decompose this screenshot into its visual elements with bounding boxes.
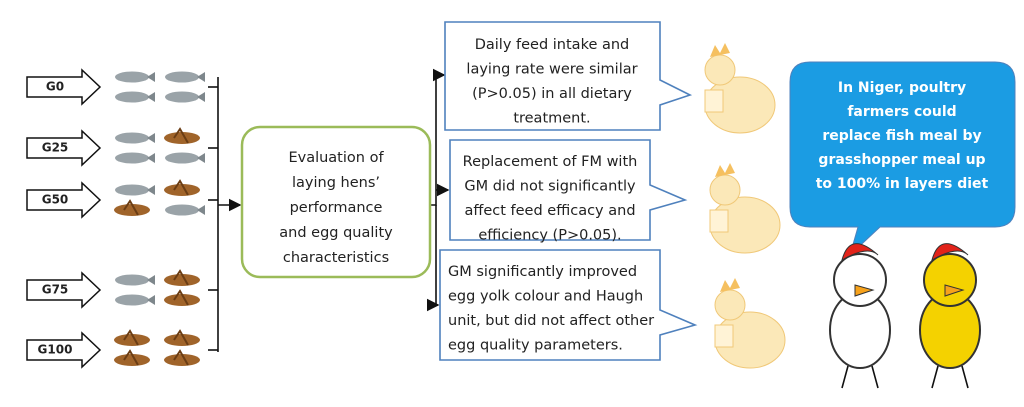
input-arrow	[26, 271, 102, 309]
conclusion-text: grasshopper meal up	[818, 152, 985, 168]
fish-tail	[197, 153, 205, 163]
conclusion-text: to 100% in layers diet	[816, 176, 989, 192]
rooster-legs	[931, 365, 969, 389]
fish-tail	[147, 185, 155, 195]
fish-icon	[165, 71, 199, 83]
hen-head	[704, 54, 736, 86]
rooster-comb	[931, 243, 969, 262]
fish-icon	[115, 274, 149, 286]
finding-box	[449, 139, 688, 241]
rooster-legs	[841, 365, 879, 389]
rooster-head	[923, 253, 977, 307]
fish-icon	[115, 132, 149, 144]
hen-head	[709, 174, 741, 206]
arrow	[426, 205, 440, 312]
input-arrow	[26, 181, 102, 219]
grasshopper-icon	[114, 204, 150, 216]
grasshopper-icon	[164, 354, 200, 366]
grasshopper-leg	[173, 329, 189, 346]
fish-icon	[165, 204, 199, 216]
grasshopper-leg	[173, 289, 189, 306]
hen-comb	[715, 163, 735, 177]
center-text: Evaluation of	[288, 150, 384, 166]
finding-text: GM significantly improved	[448, 264, 637, 280]
rooster-beak	[944, 284, 965, 297]
grasshopper-icon	[114, 334, 150, 346]
conclusion-text: replace fish meal by	[822, 128, 981, 144]
grasshopper-icon	[164, 334, 200, 346]
grasshopper-leg	[123, 329, 139, 346]
grasshopper-leg	[173, 349, 189, 366]
input-arrow	[26, 331, 102, 369]
center-text: and egg quality	[279, 225, 393, 241]
conclusion-text: In Niger, poultry	[838, 80, 966, 96]
center-text: laying hens’	[292, 175, 380, 191]
hen-sign	[714, 324, 734, 348]
fish-icon	[115, 294, 149, 306]
fish-tail	[147, 275, 155, 285]
grasshopper-leg	[173, 127, 189, 144]
input-label: G0	[46, 80, 64, 94]
fish-tail	[147, 92, 155, 102]
finding-text: (P>0.05) in all dietary	[472, 86, 632, 102]
finding-text: affect feed efficacy and	[464, 203, 635, 219]
hen-comb	[710, 43, 730, 57]
fish-icon	[165, 91, 199, 103]
input-arrow	[26, 68, 102, 106]
input-label: G50	[42, 193, 69, 207]
grasshopper-icon	[164, 184, 200, 196]
fish-tail	[147, 72, 155, 82]
input-label: G75	[42, 283, 69, 297]
hen-sign	[709, 209, 729, 233]
conclusion-bubble	[789, 61, 1016, 257]
finding-box	[439, 249, 698, 361]
center-box	[240, 125, 432, 279]
grasshopper-icon	[164, 274, 200, 286]
finding-text: egg quality parameters.	[448, 338, 623, 354]
grasshopper-icon	[114, 354, 150, 366]
rooster-beak	[854, 284, 875, 297]
finding-text: unit, but did not affect other	[448, 313, 654, 329]
hen-comb	[720, 278, 740, 292]
arrow	[430, 68, 446, 206]
finding-text: laying rate were similar	[466, 62, 637, 78]
hen-sign	[704, 89, 724, 113]
finding-text: egg yolk colour and Haugh	[448, 289, 643, 305]
fish-icon	[115, 184, 149, 196]
fish-icon	[115, 152, 149, 164]
fish-tail	[147, 133, 155, 143]
input-label: G100	[38, 343, 73, 357]
hen-head	[714, 289, 746, 321]
grasshopper-leg	[123, 199, 139, 216]
conclusion-text: farmers could	[847, 104, 956, 120]
grasshopper-icon	[164, 294, 200, 306]
fish-tail	[197, 205, 205, 215]
finding-text: GM did not significantly	[464, 179, 636, 195]
grasshopper-leg	[173, 179, 189, 196]
input-label: G25	[42, 141, 69, 155]
input-arrow	[26, 129, 102, 167]
finding-text: efficiency (P>0.05).	[478, 228, 621, 244]
fish-icon	[115, 71, 149, 83]
fish-tail	[197, 92, 205, 102]
grasshopper-icon	[164, 132, 200, 144]
fish-tail	[147, 295, 155, 305]
rooster-comb	[841, 243, 879, 262]
fish-icon	[115, 91, 149, 103]
fish-icon	[165, 152, 199, 164]
fish-tail	[197, 72, 205, 82]
center-text: characteristics	[283, 250, 389, 266]
finding-text: treatment.	[513, 111, 590, 127]
finding-text: Daily feed intake and	[475, 37, 630, 53]
finding-text: Replacement of FM with	[463, 154, 638, 170]
rooster-head	[833, 253, 887, 307]
connectors	[217, 68, 450, 352]
finding-box	[444, 21, 693, 131]
grasshopper-leg	[123, 349, 139, 366]
center-text: performance	[290, 200, 383, 216]
grasshopper-leg	[173, 269, 189, 286]
fish-tail	[147, 153, 155, 163]
